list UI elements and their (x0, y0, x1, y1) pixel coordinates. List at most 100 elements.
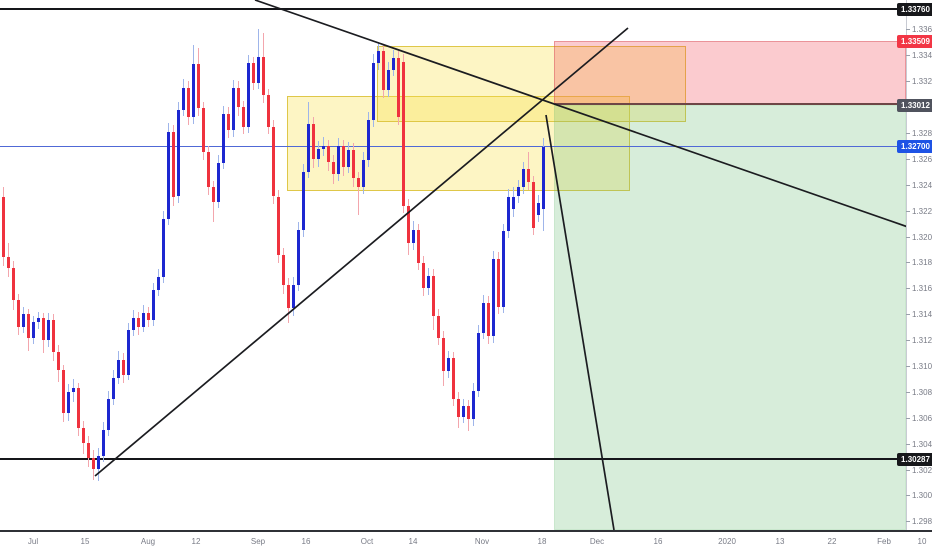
candle (281, 254, 285, 285)
candle (391, 57, 395, 70)
candle (21, 314, 25, 328)
candle (341, 145, 345, 167)
candle (236, 87, 240, 108)
price-tick (906, 29, 910, 30)
time-label-22: 22 (827, 537, 837, 546)
candle (521, 169, 525, 188)
price-tick-label: 1.31200 (912, 336, 932, 345)
time-label-jul: Jul (27, 537, 39, 546)
price-tick (906, 470, 910, 471)
time-axis[interactable]: Jul 15 Aug 12 Sep 16 Oct 14 Nov 18 Dec 16 2020 13 22 Fe… (0, 530, 932, 550)
price-badge-1-32700: 1.32700 (897, 139, 932, 153)
price-tick (906, 133, 910, 134)
candle (121, 359, 125, 376)
price-tick (906, 211, 910, 212)
candle (231, 87, 235, 131)
candle (441, 337, 445, 372)
candle (36, 318, 40, 323)
plot-area[interactable] (0, 0, 906, 530)
candle (126, 329, 130, 376)
price-tick-label: 1.30000 (912, 491, 932, 500)
candle (336, 145, 340, 175)
candle (106, 398, 110, 430)
candle (316, 148, 320, 159)
price-tick-label: 1.32800 (912, 129, 932, 138)
candle (16, 300, 20, 328)
candle (241, 107, 245, 127)
price-badge-1-33012: 1.33012 (897, 98, 932, 112)
price-tick (906, 314, 910, 315)
price-tick-label: 1.31400 (912, 310, 932, 319)
candle (166, 131, 170, 219)
candle (311, 123, 315, 159)
candle (226, 113, 230, 131)
candle (181, 87, 185, 110)
candle (66, 392, 70, 413)
time-label-16: 16 (301, 537, 311, 546)
candle (421, 262, 425, 289)
time-label-dec: Dec (589, 537, 605, 546)
price-tick-label: 1.30800 (912, 388, 932, 397)
time-label-16: 16 (653, 537, 663, 546)
price-tick-label: 1.30600 (912, 414, 932, 423)
candle (201, 108, 205, 153)
time-label-feb: Feb (877, 537, 891, 546)
candle (486, 302, 490, 337)
candle (116, 359, 120, 378)
price-tick (906, 444, 910, 445)
candle (346, 149, 350, 167)
candle (501, 231, 505, 307)
candle (266, 95, 270, 127)
price-tick (906, 185, 910, 186)
candle (56, 351, 60, 371)
candle (466, 406, 470, 420)
price-tick (906, 237, 910, 238)
candle (141, 313, 145, 328)
candle (101, 429, 105, 456)
time-label-18: 18 (537, 537, 547, 546)
candle (151, 289, 155, 320)
time-label-oct: Oct (360, 537, 374, 546)
candle (246, 63, 250, 127)
candle (526, 169, 530, 183)
price-tick (906, 262, 910, 263)
candle (51, 319, 55, 352)
candle (416, 230, 420, 263)
candle (491, 258, 495, 337)
candle (326, 145, 330, 162)
candle (46, 319, 50, 341)
time-label-sep: Sep (250, 537, 266, 546)
candle (176, 109, 180, 197)
time-label-nov: Nov (474, 537, 490, 546)
candle (306, 123, 310, 172)
candle (296, 230, 300, 285)
candle (31, 322, 35, 338)
candle (456, 398, 460, 417)
candle (61, 370, 65, 413)
candle (26, 314, 30, 338)
price-tick-label: 1.31800 (912, 258, 932, 267)
time-label-2020: 2020 (718, 537, 736, 546)
candle (431, 275, 435, 316)
price-tick-label: 1.29800 (912, 517, 932, 526)
candle (386, 69, 390, 91)
price-tick (906, 418, 910, 419)
candle (196, 64, 200, 109)
candle (396, 57, 400, 118)
price-axis[interactable]: 1.33600 1.33400 1.33200 1.32800 1.32600 1.324… (897, 0, 932, 530)
candle (401, 61, 405, 206)
candle (276, 196, 280, 255)
price-tick (906, 288, 910, 289)
price-badge-1-30287: 1.30287 (897, 452, 932, 466)
price-tick-label: 1.33200 (912, 77, 932, 86)
candle (511, 196, 515, 210)
candle (211, 187, 215, 202)
candle (6, 257, 10, 268)
candle (301, 171, 305, 231)
price-tick-label: 1.32400 (912, 181, 932, 190)
time-label-14: 14 (408, 537, 418, 546)
candle-series (1, 29, 545, 482)
candle (261, 56, 265, 96)
candle (471, 390, 475, 420)
price-tick (906, 521, 910, 522)
